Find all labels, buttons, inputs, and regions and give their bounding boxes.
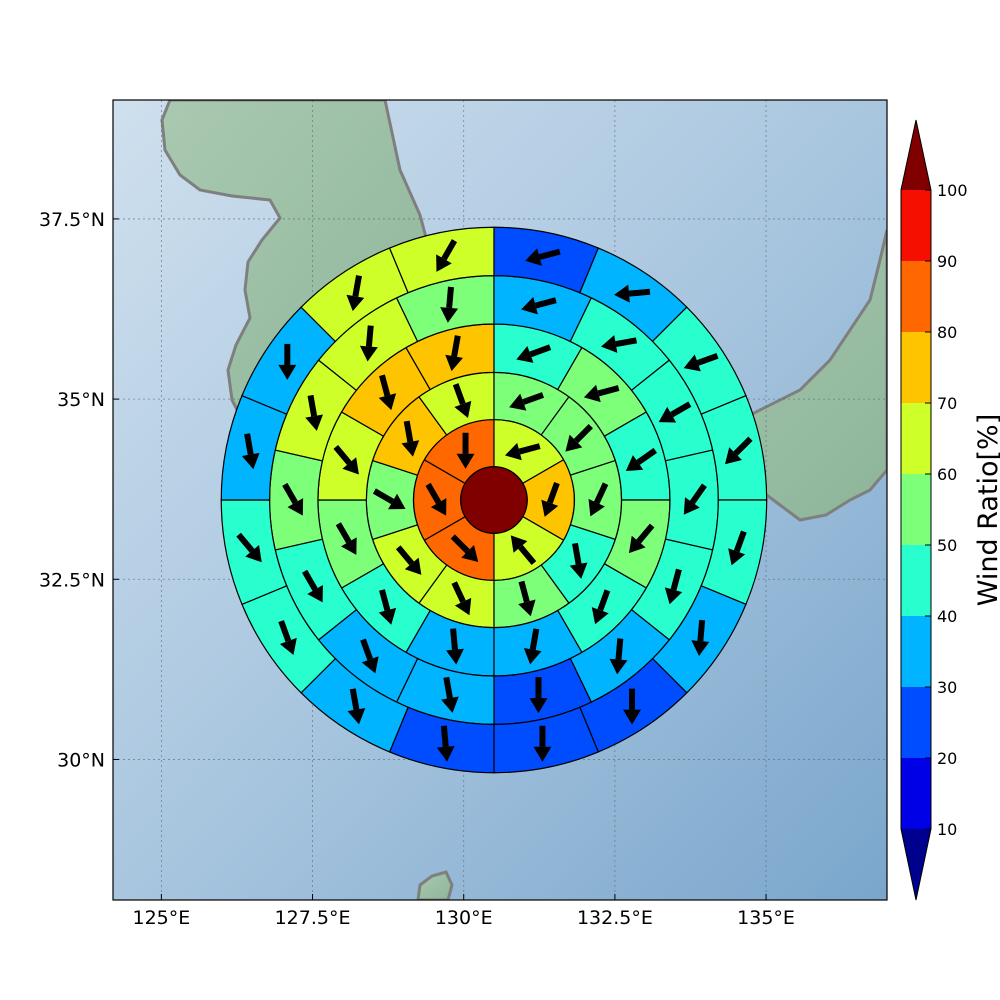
wind-vector-r3-s6 xyxy=(523,628,542,665)
colorbar-over-triangle xyxy=(901,120,931,190)
wind-vector-r1-s3 xyxy=(510,535,537,565)
wind-vector-r5-s7 xyxy=(623,688,642,725)
colorbar-label: Wind Ratio[%] xyxy=(973,414,1000,606)
wind-vector-r1-s1 xyxy=(504,442,541,461)
colorbar-tick-label: 90 xyxy=(937,252,957,271)
colorbar-bin-7 xyxy=(901,332,931,403)
colorbar-bin-4 xyxy=(901,545,931,616)
wind-vector-r2-s4 xyxy=(569,542,588,579)
wind-vector-r5-s13 xyxy=(241,433,260,470)
colorbar-bin-2 xyxy=(901,687,931,758)
wind-vector-r2-s3 xyxy=(588,482,609,517)
wind-vector-r1-s4 xyxy=(450,534,479,562)
wind-vector-r5-s5 xyxy=(728,530,747,566)
wind-vector-r4-s10 xyxy=(302,569,323,603)
wind-vector-r2-s10 xyxy=(452,383,472,418)
wind-vector-r5-s11 xyxy=(278,620,297,655)
x-tick-label: 125°E xyxy=(132,907,190,929)
wind-vector-r4-s6 xyxy=(609,638,628,675)
colorbar: 10 20 30 40 50 60 70 80 90 100 xyxy=(900,119,968,901)
wind-vector-r1-s6 xyxy=(456,432,475,469)
wind-vector-r5-s6 xyxy=(691,619,710,657)
wind-vector-r4-s4 xyxy=(683,483,707,515)
wind-vectors xyxy=(236,239,753,762)
colorbar-tick-label: 80 xyxy=(937,323,957,342)
wind-vector-r2-s9 xyxy=(401,420,420,457)
x-tick-label: 127.5°E xyxy=(275,907,351,929)
colorbar-tick-label: 50 xyxy=(937,536,957,555)
wind-vector-r5-s16 xyxy=(436,239,458,272)
wind-vector-r3-s9 xyxy=(335,522,357,555)
colorbar-tick-label: 10 xyxy=(937,820,957,839)
wind-vector-r3-s5 xyxy=(591,589,611,625)
x-tick-label: 132.5°E xyxy=(577,907,653,929)
colorbar-tick-label: 40 xyxy=(937,607,957,626)
colorbar-bin-6 xyxy=(901,403,931,474)
wind-vector-r5-s10 xyxy=(347,688,366,725)
wind-vector-r5-s12 xyxy=(236,532,262,563)
wind-vector-r4-s1 xyxy=(521,296,557,315)
wind-vector-r2-s8 xyxy=(372,488,406,510)
colorbar-bin-5 xyxy=(901,474,931,545)
wind-vector-r4-s8 xyxy=(441,676,459,713)
colorbar-tick-label: 20 xyxy=(937,749,957,768)
x-tick-label: 135°E xyxy=(737,907,795,929)
wind-vector-r2-s1 xyxy=(509,392,545,411)
wind-vector-r3-s12 xyxy=(445,335,464,372)
colorbar-tick-label: 70 xyxy=(937,394,957,413)
colorbar-bin-3 xyxy=(901,616,931,687)
wind-vector-r5-s1 xyxy=(525,248,561,266)
wind-vector-r4-s12 xyxy=(305,394,324,431)
wind-vector-r5-s9 xyxy=(436,725,455,762)
wind-vector-r4-s5 xyxy=(664,568,683,605)
y-tick-label: 32.5°N xyxy=(39,569,105,591)
wind-vector-r5-s4 xyxy=(724,436,753,465)
center-disc xyxy=(460,466,528,534)
wind-vector-r2-s5 xyxy=(518,580,536,617)
wind-vector-r4-s14 xyxy=(440,286,459,323)
wind-vector-r3-s3 xyxy=(625,447,658,472)
x-axis-ticks: 125°E 127.5°E 130°E 132.5°E 135°E xyxy=(132,894,795,929)
wind-vector-r3-s1 xyxy=(516,344,552,363)
y-tick-label: 30°N xyxy=(57,749,105,771)
wind-vector-r5-s3 xyxy=(683,352,719,372)
wind-vector-r3-s11 xyxy=(378,374,397,411)
map-frame xyxy=(112,99,888,901)
wind-vector-r3-s8 xyxy=(378,589,397,625)
colorbar-bin-9 xyxy=(901,190,931,261)
wind-vector-r3-s2 xyxy=(583,384,620,403)
wind-vector-r3-s4 xyxy=(628,523,655,554)
y-axis-ticks: 30°N 32.5°N 35°N 37.5°N xyxy=(39,209,119,771)
island-south xyxy=(416,870,454,900)
wind-vector-r1-s2 xyxy=(541,482,560,517)
colorbar-bin-1 xyxy=(901,758,931,829)
wind-vector-r2-s7 xyxy=(395,545,422,575)
wind-vector-r5-s15 xyxy=(346,275,365,312)
wind-vector-r2-s6 xyxy=(451,581,472,616)
colorbar-tick-label: 60 xyxy=(937,465,957,484)
x-tick-label: 130°E xyxy=(435,907,493,929)
wind-vector-r4-s11 xyxy=(282,482,304,516)
y-tick-label: 35°N xyxy=(57,389,105,411)
y-tick-label: 37.5°N xyxy=(39,209,105,231)
wind-vector-r5-s8 xyxy=(533,725,552,762)
wind-vector-r3-s7 xyxy=(445,628,464,665)
wind-vector-r4-s2 xyxy=(601,335,637,353)
wind-vector-r5-s14 xyxy=(278,343,297,380)
colorbar-tick-label: 100 xyxy=(937,181,968,200)
wind-vector-r1-s5 xyxy=(425,482,447,516)
wind-vector-r4-s3 xyxy=(658,401,692,423)
colorbar-under-triangle xyxy=(901,829,931,900)
colorbar-bin-8 xyxy=(901,261,931,332)
colorbar-tick-label: 30 xyxy=(937,678,957,697)
wind-vector-r3-s10 xyxy=(333,445,359,475)
wind-vector-r5-s2 xyxy=(614,284,651,303)
wind-vector-r4-s13 xyxy=(359,325,378,362)
wind-vector-r4-s9 xyxy=(360,638,379,674)
wind-vector-r2-s2 xyxy=(565,424,593,452)
wind-vector-r4-s7 xyxy=(529,677,548,714)
